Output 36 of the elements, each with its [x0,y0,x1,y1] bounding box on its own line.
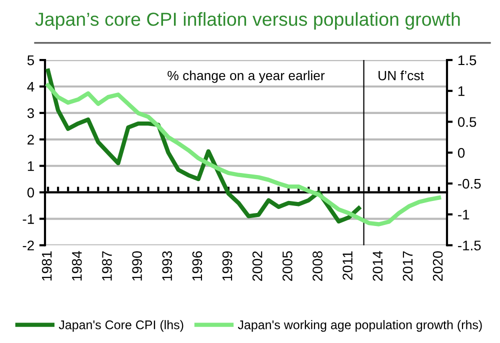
line-series [46,83,442,226]
y2-tick-label: -0.5 [458,178,481,189]
y-tick-label: 5 [27,56,34,66]
x-tick-label: 2005 [282,251,292,281]
y-tick-label: 0 [27,188,34,198]
y-tick-label: -1 [22,214,34,224]
line-series [46,68,361,224]
y2-tick-label: 0 [458,148,465,158]
annotation: UN f’cst [378,70,424,80]
y-tick-label: -2 [22,240,34,250]
x-tick-label: 2008 [312,251,322,281]
y2-tick-label: 1.5 [458,56,476,66]
x-tick-label: 2020 [432,251,443,281]
x-tick-label: 1981 [42,251,52,280]
y-tick-label: 3 [27,108,34,118]
x-tick-label: 1999 [222,251,232,280]
x-tick-label: 1987 [102,251,112,280]
y2-tick-label: -1 [458,210,470,220]
y-tick-label: 4 [27,82,34,92]
y2-tick-label: -1.5 [458,240,481,250]
x-tick-label: 2014 [372,251,383,281]
y2-tick-label: 0.5 [458,117,476,127]
legend-label: Japan's working age population growth (rhs) [238,320,482,332]
x-tick-label: 1996 [192,251,202,280]
x-tick-label: 1984 [72,251,82,280]
y-tick-label: 1 [28,161,34,171]
y2-tick-label: 1 [458,86,464,96]
x-tick-label: 1993 [162,251,172,280]
x-tick-label: 2002 [252,251,262,281]
legend-label: Japan's Core CPI (lhs) [58,320,184,332]
y-tick-label: 2 [28,134,34,144]
chart-title: Japan’s core CPI inflation versus population growth [35,12,460,30]
x-tick-label: 2011 [342,251,352,280]
annotation: % change on a year earlier [168,70,325,83]
x-tick-label: 1990 [132,251,142,280]
x-tick-label: 2017 [402,251,413,281]
